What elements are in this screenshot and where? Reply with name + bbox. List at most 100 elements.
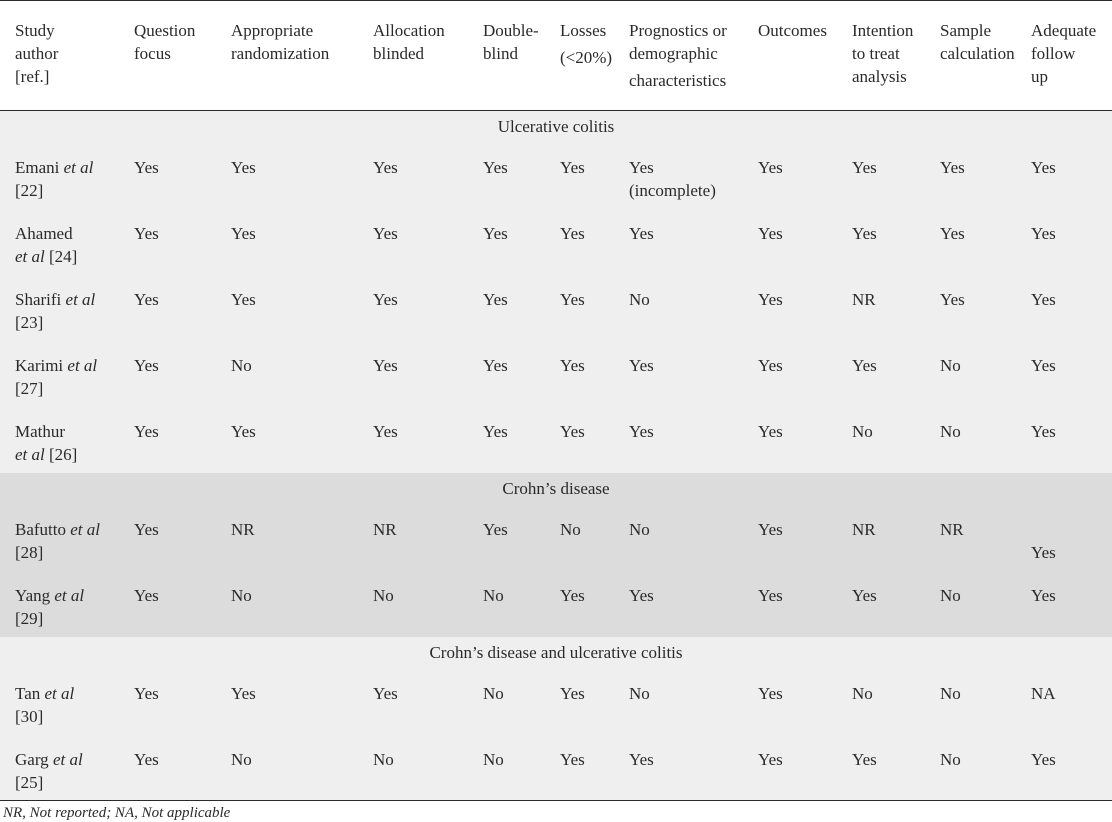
double-blind-value: Yes bbox=[483, 520, 508, 539]
allocation-blinded-value: Yes bbox=[373, 684, 398, 703]
prognostics-cell: Yes bbox=[614, 735, 743, 801]
intention-to-treat-cell: No bbox=[837, 407, 925, 473]
outcomes-value: Yes bbox=[758, 684, 783, 703]
adequate-follow-up-value: Yes bbox=[1031, 290, 1056, 309]
study-ref: [26] bbox=[49, 445, 78, 464]
losses-cell: Yes bbox=[545, 407, 614, 473]
randomization-cell: No bbox=[216, 735, 358, 801]
sample-calculation-value: No bbox=[940, 422, 961, 441]
double-blind-value: Yes bbox=[483, 356, 508, 375]
intention-to-treat-value: No bbox=[852, 684, 873, 703]
allocation-blinded-cell: No bbox=[358, 571, 468, 637]
et-al: et al bbox=[63, 158, 94, 177]
double-blind-value: Yes bbox=[483, 422, 508, 441]
adequate-follow-up-cell: Yes bbox=[1023, 209, 1112, 275]
intention-to-treat-value: Yes bbox=[852, 224, 877, 243]
question-focus-cell: Yes bbox=[119, 669, 216, 735]
double-blind-value: No bbox=[483, 684, 504, 703]
study-ref: [24] bbox=[49, 247, 78, 266]
et-al: et al bbox=[54, 586, 85, 605]
randomization-value: Yes bbox=[231, 224, 256, 243]
double-blind-cell: Yes bbox=[468, 341, 545, 407]
question-focus-value: Yes bbox=[134, 290, 159, 309]
prognostics-value: Yes bbox=[629, 750, 654, 769]
question-focus-cell: Yes bbox=[119, 209, 216, 275]
adequate-follow-up-cell: Yes bbox=[1023, 407, 1112, 473]
question-focus-value: Yes bbox=[134, 224, 159, 243]
intention-to-treat-value: No bbox=[852, 422, 873, 441]
prognostics-value: No bbox=[629, 684, 650, 703]
outcomes-value: Yes bbox=[758, 586, 783, 605]
sample-calculation-cell: No bbox=[925, 669, 1023, 735]
question-focus-value: Yes bbox=[134, 520, 159, 539]
section-title: Crohn’s disease bbox=[0, 473, 1112, 505]
double-blind-value: No bbox=[483, 586, 504, 605]
question-focus-cell: Yes bbox=[119, 275, 216, 341]
randomization-value: No bbox=[231, 750, 252, 769]
losses-value: Yes bbox=[560, 684, 585, 703]
study-author: Ahamed bbox=[15, 224, 73, 243]
et-al: et al bbox=[52, 750, 83, 769]
allocation-blinded-cell: Yes bbox=[358, 275, 468, 341]
intention-to-treat-cell: Yes bbox=[837, 341, 925, 407]
study-author-cell: Tan et al [30] bbox=[0, 669, 119, 735]
table-row: Bafutto et al [28] Yes NR NR Yes No No Yes NR NR Ye… bbox=[0, 505, 1112, 571]
intention-to-treat-cell: NR bbox=[837, 275, 925, 341]
section-title: Ulcerative colitis bbox=[0, 110, 1112, 143]
losses-value: Yes bbox=[560, 422, 585, 441]
outcomes-value: Yes bbox=[758, 290, 783, 309]
losses-cell: Yes bbox=[545, 143, 614, 209]
study-author: Sharifi bbox=[15, 290, 62, 309]
et-al: et al bbox=[70, 520, 100, 539]
allocation-blinded-cell: No bbox=[358, 735, 468, 801]
header-sample: Sample calculation bbox=[940, 21, 1015, 63]
header-question-focus: Question focus bbox=[134, 21, 196, 63]
header-double-blind: Double- blind bbox=[483, 21, 539, 63]
section-header-row: Crohn’s disease and ulcerative colitis bbox=[0, 637, 1112, 669]
losses-cell: Yes bbox=[545, 209, 614, 275]
losses-value: Yes bbox=[560, 356, 585, 375]
randomization-value: No bbox=[231, 586, 252, 605]
randomization-cell: Yes bbox=[216, 275, 358, 341]
table-row: Ahamed et al [24] Yes Yes Yes Yes Yes Yes Yes Yes… bbox=[0, 209, 1112, 275]
header-randomization: Appropriate randomization bbox=[231, 21, 330, 63]
double-blind-value: Yes bbox=[483, 290, 508, 309]
adequate-follow-up-value: Yes bbox=[1031, 158, 1056, 177]
intention-to-treat-cell: Yes bbox=[837, 209, 925, 275]
intention-to-treat-cell: Yes bbox=[837, 143, 925, 209]
adequate-follow-up-cell: Yes bbox=[1023, 275, 1112, 341]
randomization-cell: Yes bbox=[216, 669, 358, 735]
header-itt: Intention to treat analysis bbox=[852, 21, 914, 86]
randomization-cell: Yes bbox=[216, 209, 358, 275]
question-focus-value: Yes bbox=[134, 158, 159, 177]
allocation-blinded-cell: Yes bbox=[358, 143, 468, 209]
outcomes-cell: Yes bbox=[743, 669, 837, 735]
question-focus-cell: Yes bbox=[119, 341, 216, 407]
sample-calculation-value: Yes bbox=[940, 290, 965, 309]
question-focus-value: Yes bbox=[134, 750, 159, 769]
losses-value: Yes bbox=[560, 586, 585, 605]
study-author-cell: Karimi et al [27] bbox=[0, 341, 119, 407]
prognostics-value: Yes bbox=[629, 224, 654, 243]
header-prognostics: Prognostics or demographic characteristi… bbox=[629, 21, 727, 90]
losses-value: No bbox=[560, 520, 581, 539]
question-focus-value: Yes bbox=[134, 422, 159, 441]
study-ref: [25] bbox=[15, 773, 44, 792]
study-author-cell: Sharifi et al [23] bbox=[0, 275, 119, 341]
outcomes-cell: Yes bbox=[743, 735, 837, 801]
sample-calculation-cell: No bbox=[925, 407, 1023, 473]
study-author-cell: Ahamed et al [24] bbox=[0, 209, 119, 275]
study-author: Garg bbox=[15, 750, 49, 769]
intention-to-treat-value: NR bbox=[852, 290, 876, 309]
table-row: Sharifi et al [23] Yes Yes Yes Yes Yes No Yes NR Y… bbox=[0, 275, 1112, 341]
intention-to-treat-cell: Yes bbox=[837, 571, 925, 637]
randomization-cell: No bbox=[216, 341, 358, 407]
outcomes-cell: Yes bbox=[743, 505, 837, 571]
study-author-cell: Garg et al [25] bbox=[0, 735, 119, 801]
adequate-follow-up-cell: Yes bbox=[1023, 143, 1112, 209]
section-header-row: Ulcerative colitis bbox=[0, 110, 1112, 143]
section-title: Crohn’s disease and ulcerative colitis bbox=[0, 637, 1112, 669]
question-focus-cell: Yes bbox=[119, 505, 216, 571]
double-blind-cell: Yes bbox=[468, 407, 545, 473]
